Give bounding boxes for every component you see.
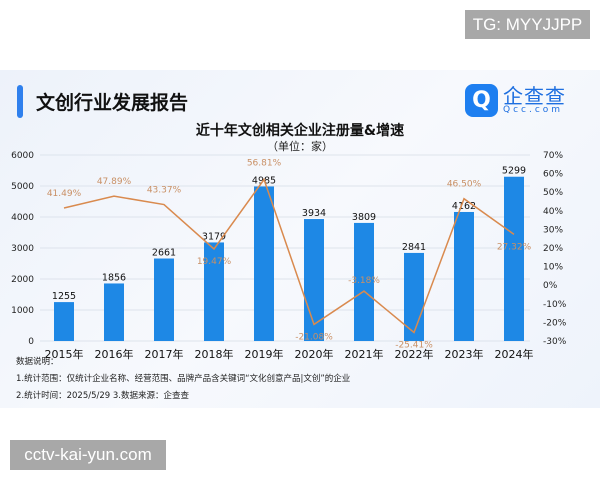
- growth-label: 46.50%: [447, 180, 482, 190]
- bar-label: 4162: [452, 201, 476, 212]
- y-right-tick: -30%: [543, 337, 567, 347]
- bar-label: 3809: [352, 212, 376, 223]
- y-left-tick: 6000: [11, 151, 34, 161]
- y-right-tick: 40%: [543, 207, 563, 217]
- bar: [54, 302, 74, 341]
- y-right-tick: 10%: [543, 263, 563, 273]
- growth-label: 41.49%: [47, 189, 82, 199]
- y-right-tick: 70%: [543, 151, 563, 161]
- bar: [104, 283, 124, 341]
- bar-label: 5299: [502, 166, 526, 177]
- report-title: 文创行业发展报告: [36, 92, 189, 114]
- x-tick: 2022年: [395, 347, 434, 361]
- bar-label: 3179: [202, 231, 226, 242]
- growth-label: 56.81%: [247, 159, 282, 169]
- y-left-tick: 1000: [11, 306, 34, 316]
- notes-line2: 2.统计时间：2025/5/29 3.数据来源：企查查: [16, 391, 190, 401]
- growth-label: -3.18%: [348, 276, 380, 286]
- bar: [504, 176, 524, 341]
- x-tick: 2018年: [195, 347, 234, 361]
- x-tick: 2020年: [295, 347, 334, 361]
- x-tick: 2015年: [45, 347, 84, 361]
- bar: [204, 242, 224, 341]
- x-tick: 2017年: [145, 347, 184, 361]
- y-right-tick: -20%: [543, 318, 567, 328]
- watermark-bottom: cctv-kai-yun.com: [10, 440, 166, 470]
- growth-label: -25.41%: [395, 340, 433, 350]
- y-left-tick: 0: [28, 337, 34, 347]
- chart-title: 近十年文创相关企业注册量&增速: [195, 123, 405, 139]
- x-tick: 2024年: [495, 347, 534, 361]
- growth-label: -21.08%: [295, 332, 333, 342]
- bar-label: 2841: [402, 242, 426, 253]
- growth-label: 43.37%: [147, 186, 182, 196]
- y-right-tick: 30%: [543, 225, 563, 235]
- y-right-tick: -10%: [543, 300, 567, 310]
- bar-label: 1856: [102, 272, 126, 283]
- report-card: 文创行业发展报告 Q 企查查 Qcc.com 近十年文创相关企业注册量&增速 （…: [0, 70, 600, 408]
- growth-label: 19.47%: [197, 257, 232, 267]
- y-left-tick: 5000: [11, 182, 34, 192]
- notes-heading: 数据说明：: [16, 357, 59, 367]
- bar-label: 2661: [152, 248, 176, 259]
- y-left-tick: 4000: [11, 213, 34, 223]
- bar: [154, 258, 174, 341]
- y-left-tick: 3000: [11, 244, 34, 254]
- y-right-tick: 60%: [543, 170, 563, 180]
- logo-en: Qcc.com: [503, 105, 564, 115]
- bar: [404, 252, 424, 341]
- qcc-logo: Q 企查查 Qcc.com: [465, 84, 566, 117]
- bar: [454, 211, 474, 341]
- growth-label: 47.89%: [97, 177, 132, 187]
- x-tick: 2019年: [245, 347, 284, 361]
- y-left-tick: 2000: [11, 275, 34, 285]
- bar-label: 1255: [52, 291, 76, 302]
- qcc-logo-icon: Q: [465, 84, 498, 117]
- growth-line: [63, 177, 515, 334]
- y-right-tick: 50%: [543, 188, 563, 198]
- y-right-tick: 0%: [543, 281, 558, 291]
- data-notes: 数据说明： 1.统计范围：仅统计企业名称、经营范围、品牌产品含关键词“文化创意产…: [16, 354, 350, 405]
- watermark-top: TG: MYYJJPP: [465, 10, 590, 39]
- bar-label: 3934: [302, 208, 326, 219]
- x-tick: 2016年: [95, 347, 134, 361]
- logo-cn: 企查查: [503, 84, 566, 108]
- chart-subtitle: （单位：家）: [267, 140, 333, 153]
- x-tick: 2023年: [445, 347, 484, 361]
- bar: [354, 222, 374, 341]
- y-right-tick: 20%: [543, 244, 563, 254]
- title-accent: [17, 85, 23, 118]
- notes-line1: 1.统计范围：仅统计企业名称、经营范围、品牌产品含关键词“文化创意产品|文创”的…: [16, 374, 351, 384]
- bar: [254, 186, 274, 341]
- x-tick: 2021年: [345, 347, 384, 361]
- growth-label: 27.32%: [497, 242, 532, 252]
